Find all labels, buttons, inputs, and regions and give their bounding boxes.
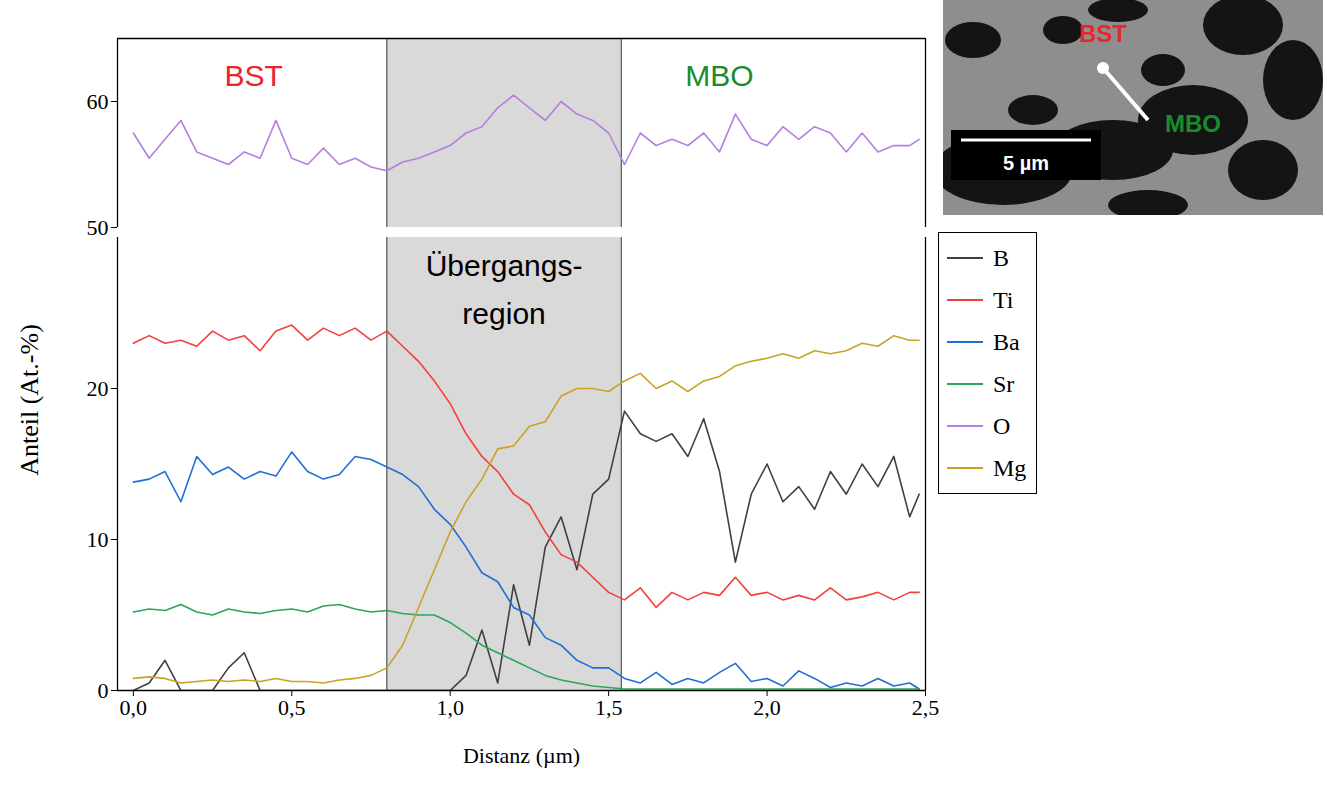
html-text:Ti: Ti [993, 286, 1014, 313]
svg-text:1,5: 1,5 [595, 695, 623, 720]
html-text:Sr: Sr [993, 370, 1015, 397]
svg-text:Übergangs-region: Übergangs-region [426, 249, 583, 330]
svg-text:20: 20 [87, 376, 109, 401]
svg-text:2,0: 2,0 [753, 695, 781, 720]
svg-text:BST: BST [225, 59, 283, 92]
svg-text:5 µm: 5 µm [1003, 152, 1049, 174]
html-text:O: O [993, 412, 1011, 439]
html-text:Mg: Mg [993, 454, 1027, 481]
svg-text:1,0: 1,0 [436, 695, 464, 720]
svg-text:Distanz (µm): Distanz (µm) [463, 743, 580, 768]
svg-text:MBO: MBO [685, 59, 753, 92]
svg-text:10: 10 [87, 527, 109, 552]
html-text:Ba: Ba [993, 328, 1020, 355]
svg-text:50: 50 [87, 215, 109, 240]
svg-text:60: 60 [87, 89, 109, 114]
html-text:B: B [993, 244, 1009, 271]
svg-text:0,0: 0,0 [120, 695, 148, 720]
svg-text:BST: BST [1079, 20, 1127, 47]
svg-text:0,5: 0,5 [278, 695, 306, 720]
svg-text:0: 0 [98, 678, 109, 703]
html-text:Anteil (At.-%): Anteil (At.-%) [15, 324, 44, 476]
svg-text:MBO: MBO [1165, 110, 1221, 137]
svg-text:2,5: 2,5 [912, 695, 940, 720]
